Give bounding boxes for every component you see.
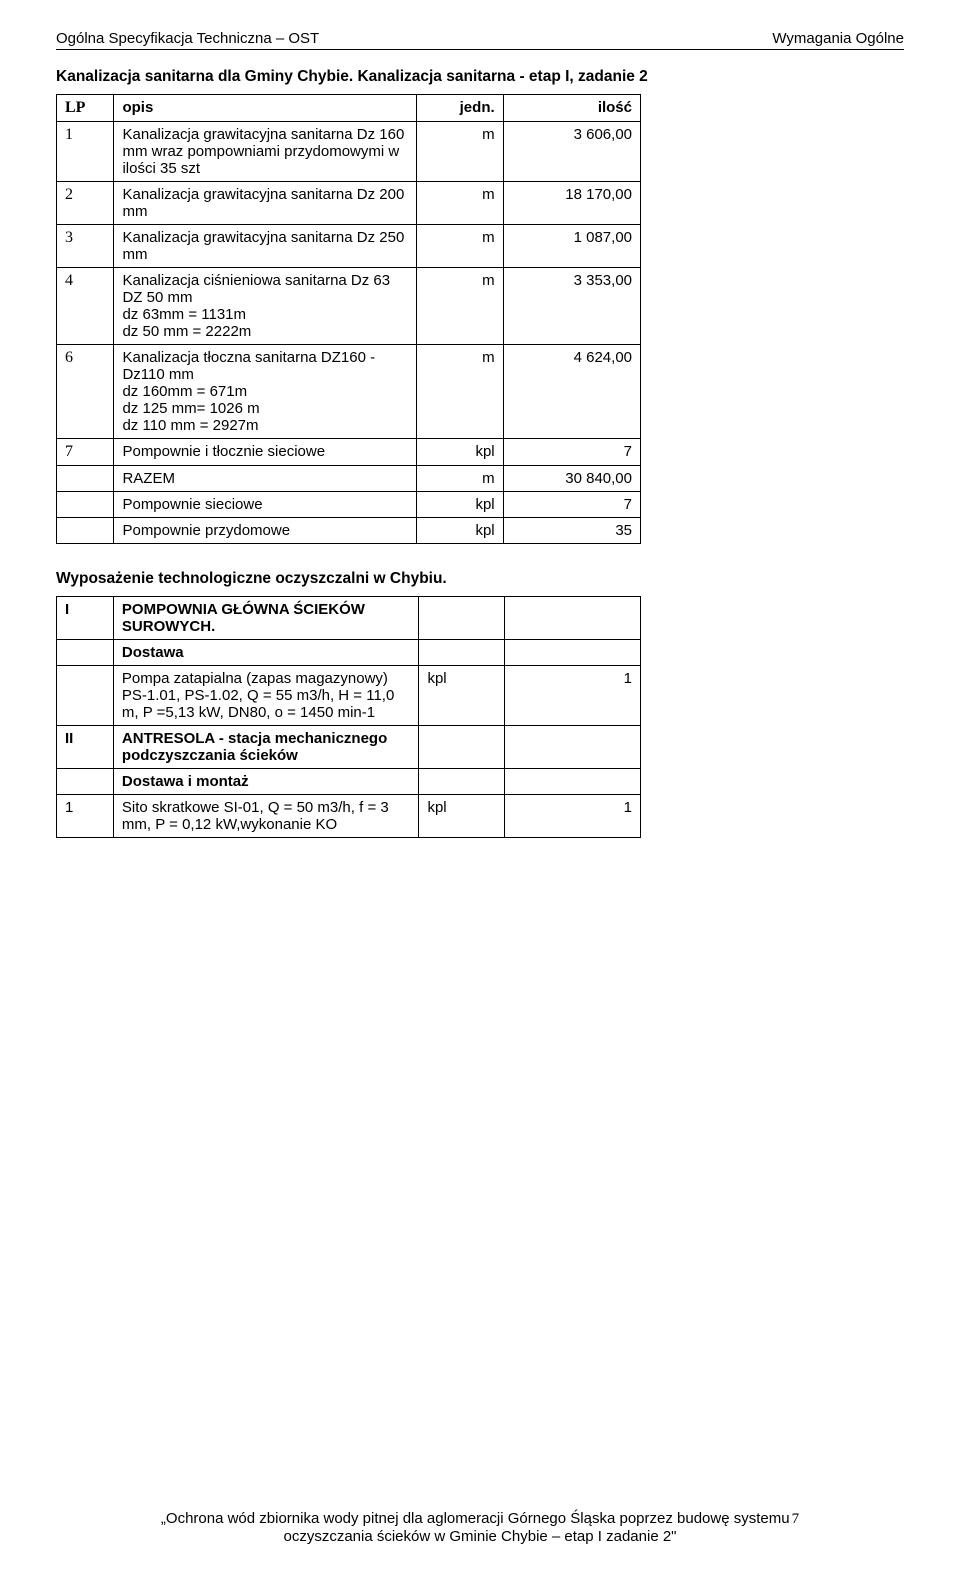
table1-header-row: LP opis jedn. ilość [57,95,641,122]
cell-opis: Kanalizacja grawitacyjna sanitarna Dz 16… [114,122,417,182]
footer-line1: „Ochrona wód zbiornika wody pitnej dla a… [161,1510,790,1527]
cell-ilosc: 7 [503,439,640,466]
cell-jedn: kpl [419,795,505,838]
table-row: Pompownie przydomowekpl35 [57,518,641,544]
cell-lp [57,666,114,726]
cell-opis: Dostawa [113,640,419,666]
cell-opis: Kanalizacja grawitacyjna sanitarna Dz 25… [114,225,417,268]
cell-lp: 1 [57,795,114,838]
cell-ilosc: 30 840,00 [503,466,640,492]
cell-jedn: m [417,466,503,492]
page-number: 7 [792,1511,800,1528]
cell-opis: Pompownie sieciowe [114,492,417,518]
table-row: Dostawa i montaż [57,769,641,795]
cell-lp [57,769,114,795]
table2: IPOMPOWNIA GŁÓWNA ŚCIEKÓW SUROWYCH.Dosta… [56,596,641,838]
cell-opis: Sito skratkowe SI-01, Q = 50 m3/h, f = 3… [113,795,419,838]
table-row: Pompa zatapialna (zapas magazynowy) PS-1… [57,666,641,726]
cell-ilosc: 3 606,00 [503,122,640,182]
cell-ilosc: 7 [503,492,640,518]
cell-lp: II [57,726,114,769]
cell-ilosc: 1 [505,666,641,726]
cell-lp: 1 [57,122,114,182]
table2-title: Wyposażenie technologiczne oczyszczalni … [56,570,904,588]
cell-ilosc [505,769,641,795]
cell-jedn: m [417,122,503,182]
cell-jedn: m [417,345,503,439]
cell-ilosc: 18 170,00 [503,182,640,225]
table-row: IIANTRESOLA - stacja mechanicznego podcz… [57,726,641,769]
table-row: 6Kanalizacja tłoczna sanitarna DZ160 - D… [57,345,641,439]
cell-jedn: kpl [417,518,503,544]
cell-jedn: m [417,225,503,268]
table-row: IPOMPOWNIA GŁÓWNA ŚCIEKÓW SUROWYCH. [57,597,641,640]
cell-opis: Kanalizacja tłoczna sanitarna DZ160 - Dz… [114,345,417,439]
table-row: RAZEMm30 840,00 [57,466,641,492]
cell-ilosc [505,597,641,640]
header-left: Ogólna Specyfikacja Techniczna – OST [56,30,319,47]
page-header: Ogólna Specyfikacja Techniczna – OST Wym… [56,30,904,50]
cell-opis: Pompa zatapialna (zapas magazynowy) PS-1… [113,666,419,726]
cell-opis: ANTRESOLA - stacja mechanicznego podczys… [113,726,419,769]
cell-lp [57,518,114,544]
header-right: Wymagania Ogólne [772,30,904,47]
cell-jedn: kpl [419,666,505,726]
cell-jedn: m [417,182,503,225]
table-row: Pompownie sieciowekpl7 [57,492,641,518]
col-opis: opis [114,95,417,122]
cell-jedn: kpl [417,492,503,518]
cell-ilosc [505,726,641,769]
cell-opis: RAZEM [114,466,417,492]
table-row: 1Sito skratkowe SI-01, Q = 50 m3/h, f = … [57,795,641,838]
cell-ilosc: 1 087,00 [503,225,640,268]
table-row: 2Kanalizacja grawitacyjna sanitarna Dz 2… [57,182,641,225]
table-row: 4Kanalizacja ciśnieniowa sanitarna Dz 63… [57,268,641,345]
cell-jedn: kpl [417,439,503,466]
cell-jedn: m [417,268,503,345]
cell-ilosc: 35 [503,518,640,544]
table-row: 7Pompownie i tłocznie sieciowekpl7 [57,439,641,466]
cell-lp [57,640,114,666]
cell-opis: POMPOWNIA GŁÓWNA ŚCIEKÓW SUROWYCH. [113,597,419,640]
cell-lp: I [57,597,114,640]
cell-jedn [419,769,505,795]
footer-line2: oczyszczania ścieków w Gminie Chybie – e… [56,1528,904,1545]
cell-jedn [419,726,505,769]
cell-lp: 4 [57,268,114,345]
page-footer: „Ochrona wód zbiornika wody pitnej dla a… [0,1510,960,1545]
col-lp: LP [57,95,114,122]
cell-opis: Kanalizacja ciśnieniowa sanitarna Dz 63 … [114,268,417,345]
cell-opis: Kanalizacja grawitacyjna sanitarna Dz 20… [114,182,417,225]
cell-lp: 2 [57,182,114,225]
table-row: Dostawa [57,640,641,666]
cell-ilosc: 1 [505,795,641,838]
table1: LP opis jedn. ilość 1Kanalizacja grawita… [56,94,641,544]
cell-ilosc: 3 353,00 [503,268,640,345]
cell-ilosc: 4 624,00 [503,345,640,439]
cell-lp: 3 [57,225,114,268]
table1-title: Kanalizacja sanitarna dla Gminy Chybie. … [56,68,904,86]
cell-jedn [419,597,505,640]
col-ilosc: ilość [503,95,640,122]
cell-opis: Pompownie przydomowe [114,518,417,544]
cell-lp: 6 [57,345,114,439]
col-jedn: jedn. [417,95,503,122]
cell-lp [57,466,114,492]
cell-lp: 7 [57,439,114,466]
table-row: 1Kanalizacja grawitacyjna sanitarna Dz 1… [57,122,641,182]
cell-opis: Dostawa i montaż [113,769,419,795]
table-row: 3Kanalizacja grawitacyjna sanitarna Dz 2… [57,225,641,268]
cell-ilosc [505,640,641,666]
cell-lp [57,492,114,518]
cell-opis: Pompownie i tłocznie sieciowe [114,439,417,466]
cell-jedn [419,640,505,666]
